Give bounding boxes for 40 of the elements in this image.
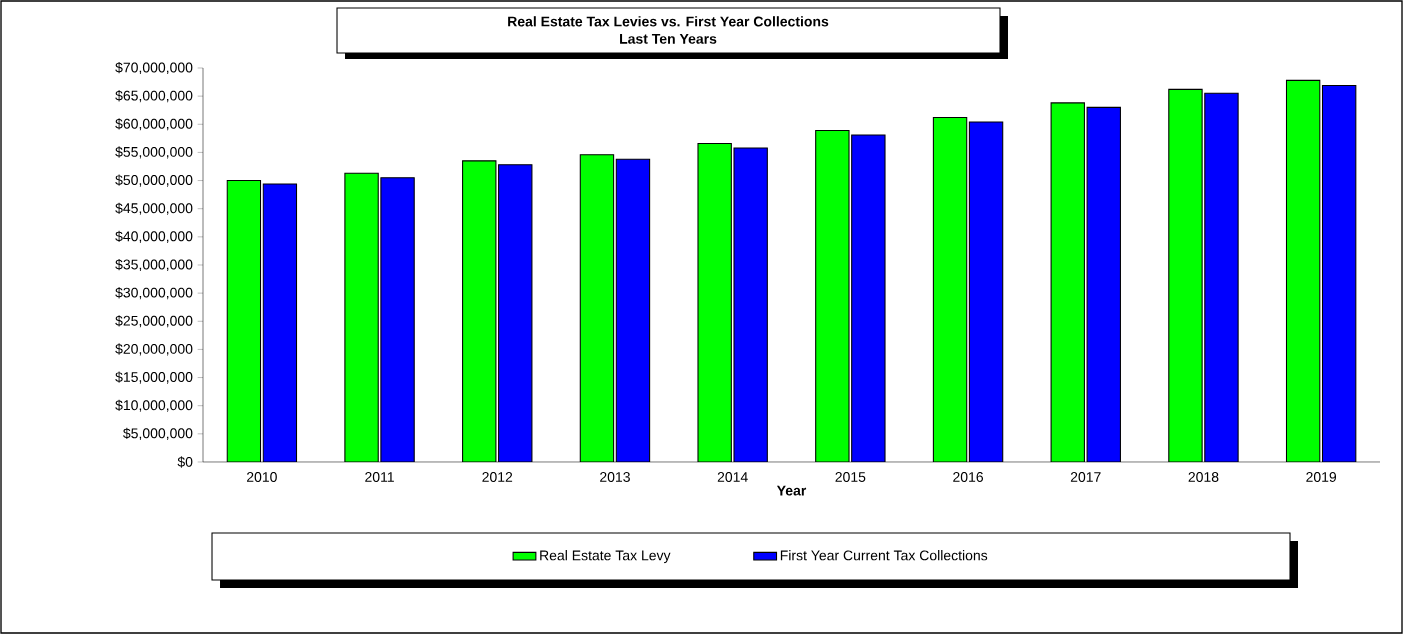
- y-tick-label: $5,000,000: [123, 427, 193, 440]
- bar: [1168, 88, 1203, 462]
- bar: [344, 172, 379, 462]
- y-tick-label: $10,000,000: [115, 399, 193, 412]
- legend-label: First Year Current Tax Collections: [780, 550, 988, 561]
- x-axis-title: Year: [776, 485, 807, 496]
- x-tick-label: 2017: [1070, 472, 1101, 482]
- bar: [1285, 79, 1321, 462]
- x-tick-label: 2011: [365, 472, 394, 482]
- y-tick-label: $40,000,000: [115, 230, 193, 243]
- x-tick-label: 2014: [717, 472, 748, 482]
- x-tick-label: 2016: [953, 472, 984, 482]
- y-tick-label: $15,000,000: [115, 371, 193, 384]
- bar: [462, 160, 497, 462]
- y-tick-label: $35,000,000: [115, 258, 193, 272]
- bar: [815, 129, 850, 462]
- x-tick-label: 2013: [600, 472, 630, 482]
- y-tick-label: $55,000,000: [115, 146, 193, 159]
- bar: [697, 142, 732, 462]
- x-tick-label: 2012: [482, 472, 513, 482]
- y-tick-label: $50,000,000: [115, 174, 193, 187]
- chart-title: Real Estate Tax Levies vs. First Year Collections: [508, 16, 829, 27]
- bar: [932, 116, 968, 462]
- x-tick-label: 2018: [1188, 472, 1219, 482]
- chart-subtitle: Last Ten Years: [620, 34, 717, 44]
- bar: [1050, 102, 1085, 462]
- x-tick-label: 2019: [1306, 472, 1337, 482]
- y-tick-label: $65,000,000: [115, 90, 193, 103]
- y-tick-label: $60,000,000: [115, 118, 193, 131]
- y-tick-label: $25,000,000: [115, 315, 193, 328]
- bar: [226, 180, 262, 462]
- x-tick-label: 2015: [835, 472, 866, 482]
- y-tick-label: $70,000,000: [115, 61, 193, 75]
- y-tick-label: $0: [177, 456, 193, 468]
- legend-label: Real Estate Tax Levy: [540, 550, 671, 564]
- bar: [579, 154, 615, 462]
- y-tick-label: $45,000,000: [115, 202, 193, 215]
- x-tick-label: 2010: [247, 472, 277, 482]
- y-tick-label: $30,000,000: [115, 287, 193, 300]
- y-tick-label: $20,000,000: [115, 343, 193, 356]
